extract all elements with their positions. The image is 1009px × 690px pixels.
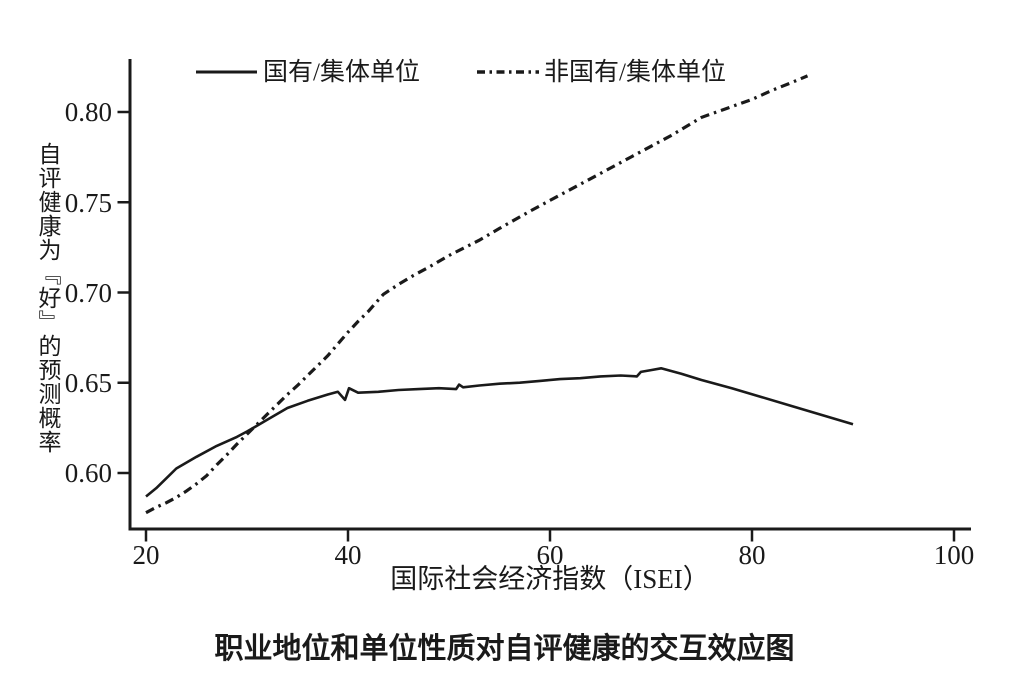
series-line-non-state-owned-unit <box>145 74 809 515</box>
figure-caption: 职业地位和单位性质对自评健康的交互效应图 <box>214 633 795 665</box>
x-axis-ticks <box>144 529 956 542</box>
y-axis-ticks <box>117 110 130 475</box>
series-line-state-owned-unit <box>145 366 854 498</box>
y-tick-label-0.60: 0.60 <box>64 458 112 488</box>
legend-label-non-state-owned: 非国有/集体单位 <box>544 59 726 86</box>
y-axis-title: 自评健康为『好』的预测概率 <box>35 142 60 454</box>
x-tick-label-20: 20 <box>132 540 160 570</box>
x-axis-title: 国际社会经济指数（ISEI） <box>390 564 710 594</box>
y-tick-label-0.75: 0.75 <box>64 188 112 218</box>
x-tick-label-60: 60 <box>536 540 564 570</box>
x-tick-label-100: 100 <box>933 540 975 570</box>
x-tick-label-40: 40 <box>334 540 362 570</box>
x-tick-label-80: 80 <box>738 540 766 570</box>
y-tick-label-0.65: 0.65 <box>64 368 112 398</box>
y-tick-label-0.70: 0.70 <box>64 278 112 308</box>
legend-label-state-owned: 国有/集体单位 <box>263 59 420 86</box>
y-tick-label-0.80: 0.80 <box>64 97 112 127</box>
